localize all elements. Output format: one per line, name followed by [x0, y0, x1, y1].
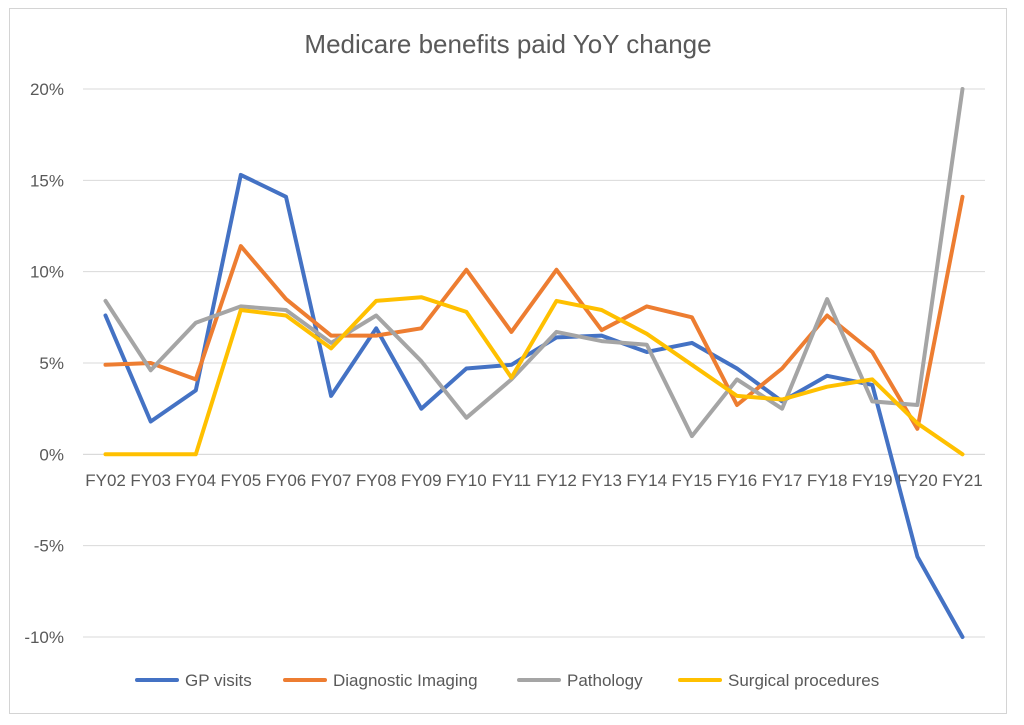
legend-label: Pathology [567, 671, 643, 690]
chart-title: Medicare benefits paid YoY change [304, 29, 711, 59]
x-tick-label: FY16 [717, 471, 758, 490]
x-tick-label: FY05 [221, 471, 262, 490]
series-line-2 [103, 87, 965, 439]
y-tick-label: 5% [39, 354, 64, 373]
x-tick-label: FY09 [401, 471, 442, 490]
legend-label: Diagnostic Imaging [333, 671, 478, 690]
legend-label: GP visits [185, 671, 252, 690]
x-tick-label: FY02 [85, 471, 126, 490]
x-tick-label: FY04 [175, 471, 216, 490]
x-axis: FY02 FY03 FY04 FY05 FY06 FY07 FY08 FY09 FY10 FY11… [83, 453, 985, 490]
series-line-1 [103, 194, 965, 431]
x-tick-label: FY15 [672, 471, 713, 490]
x-tick-label: FY19 [852, 471, 893, 490]
x-tick-label: FY11 [492, 471, 531, 490]
x-tick-label: FY18 [807, 471, 848, 490]
y-tick-label: -10% [24, 628, 64, 647]
x-tick-label: FY10 [446, 471, 487, 490]
legend: GP visits Diagnostic Imaging Pathology Surg… [135, 671, 879, 690]
x-tick-label: FY13 [581, 471, 622, 490]
x-tick-label: FY03 [130, 471, 171, 490]
y-axis: 20% 15% 10% 5% 0% -5% -10% [24, 80, 64, 647]
series-line-0 [103, 172, 965, 639]
y-tick-label: 10% [30, 263, 64, 282]
y-tick-label: 0% [39, 445, 64, 464]
x-tick-label: FY07 [311, 471, 352, 490]
gridlines [83, 88, 985, 638]
y-tick-label: -5% [34, 537, 64, 556]
series-line-3 [103, 295, 965, 457]
x-tick-label: FY20 [897, 471, 938, 490]
y-tick-label: 15% [30, 171, 64, 190]
y-tick-label: 20% [30, 80, 64, 99]
series-group [103, 87, 965, 639]
x-tick-label: FY08 [356, 471, 397, 490]
chart-area [9, 8, 1007, 714]
legend-label: Surgical procedures [728, 671, 879, 690]
x-tick-label: FY21 [942, 471, 983, 490]
x-tick-label: FY06 [266, 471, 307, 490]
x-tick-label: FY12 [536, 471, 577, 490]
x-tick-label: FY14 [626, 471, 667, 490]
x-tick-label: FY17 [762, 471, 803, 490]
